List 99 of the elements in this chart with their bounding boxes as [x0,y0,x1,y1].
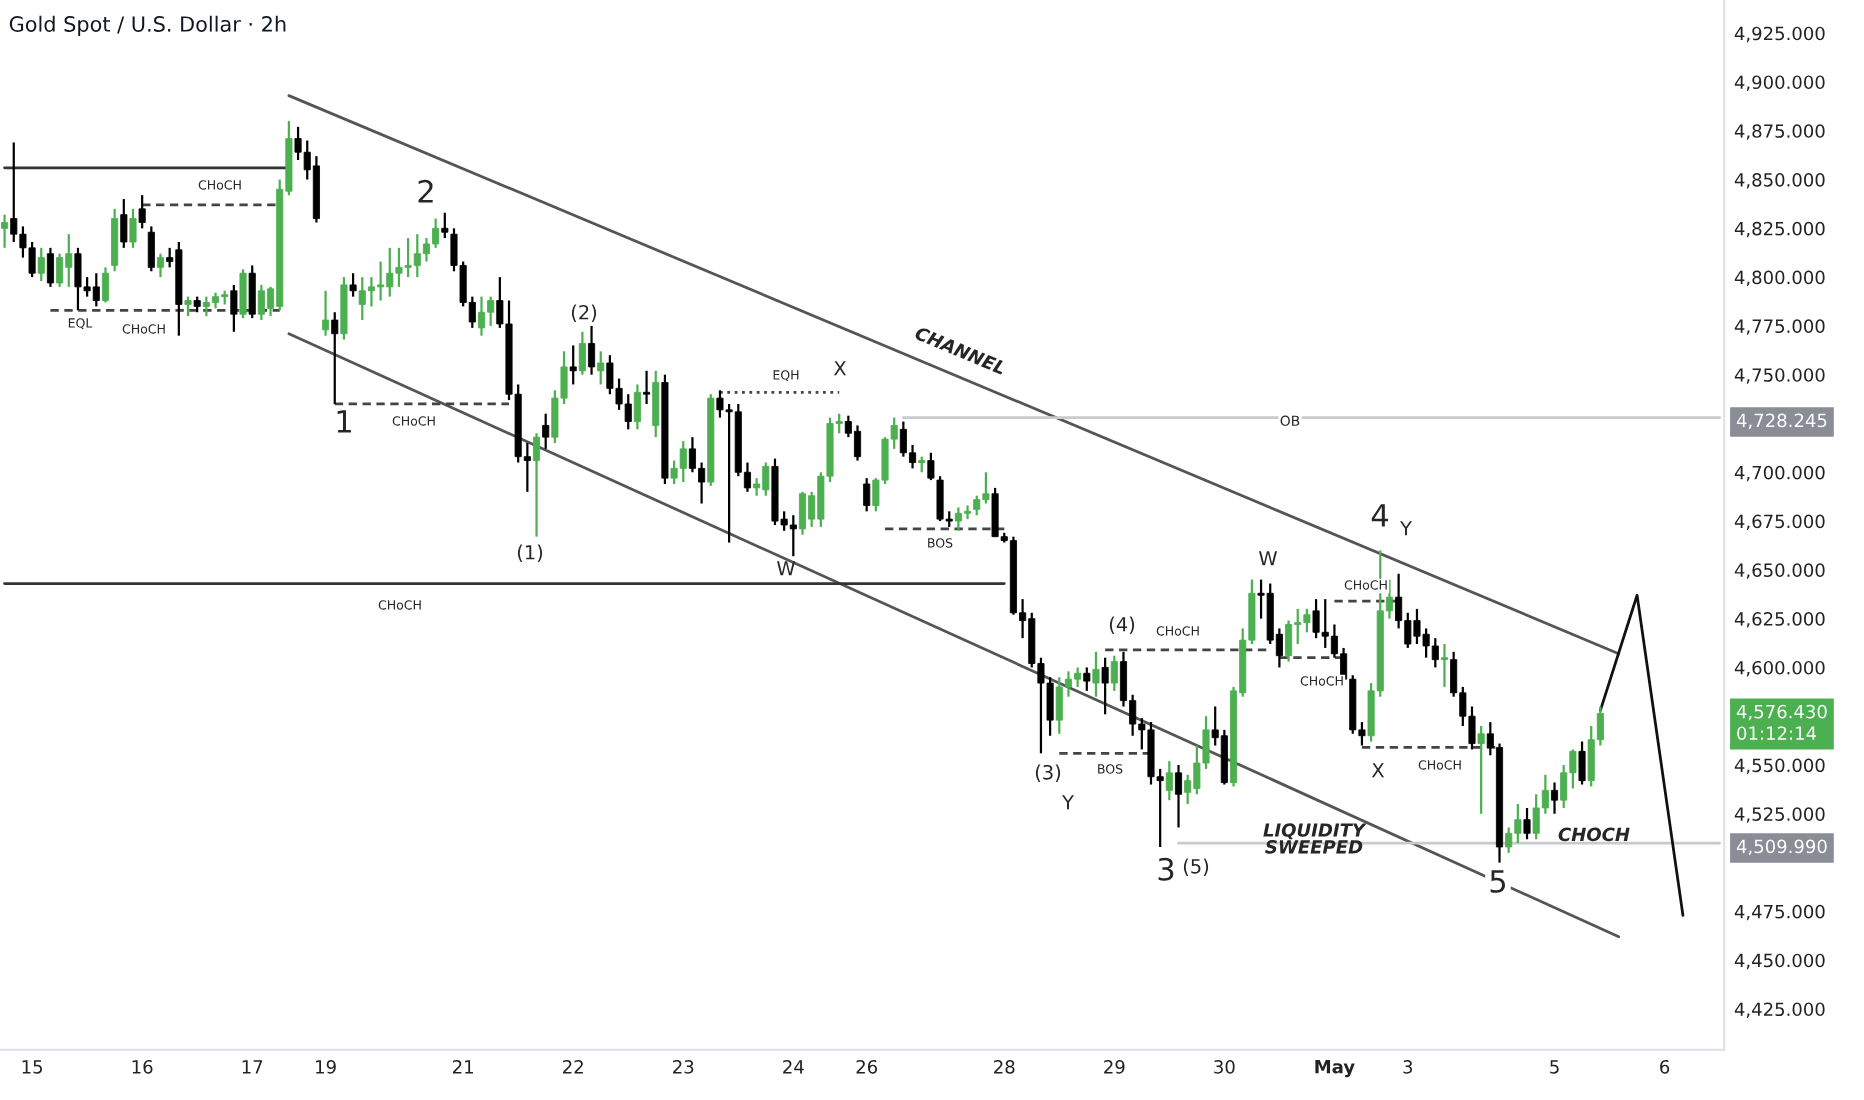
annotation: (2) [571,304,597,322]
annotation: X [833,361,847,376]
x-tick-label: 16 [132,1059,153,1074]
x-tick-label: 24 [783,1059,804,1074]
annotation: 1 [337,410,351,433]
y-tick-label: 4,475.000 [1734,904,1825,921]
candlestick [1083,666,1091,692]
candlestick [578,330,586,376]
text: 4,728.245 [1736,413,1827,430]
candlestick [129,207,137,249]
candlestick [1523,806,1531,841]
candlestick [1477,724,1485,815]
annotation: LIQUIDITY SWEEPED [1263,823,1367,854]
candlestick [542,412,550,450]
annotation: (3) [1035,764,1061,782]
candlestick [863,477,871,513]
y-tick-label: 4,675.000 [1734,514,1825,531]
annotation: 4 [1371,504,1389,527]
candlestick [1578,740,1586,786]
annotation: X [1371,763,1385,778]
x-tick-label: 30 [1214,1059,1235,1074]
candlestick [230,283,238,333]
text: Gold Spot / U.S. Dollar · 2h [9,15,286,36]
annotation: W [1259,551,1277,566]
candlestick [138,194,146,230]
candlestick [652,369,660,439]
y-tick-label: 4,900.000 [1734,75,1825,91]
x-tick-label: 6 [1660,1059,1670,1074]
candlestick [1440,642,1449,689]
candlestick [643,369,651,406]
annotation: (4) [1109,616,1135,634]
x-tick-label: 23 [673,1059,694,1074]
y-tick-label: 4,550.000 [1734,758,1825,774]
candlestick [633,383,641,431]
candlestick [156,252,165,279]
x-tick-label: 5 [1550,1060,1559,1074]
candlestick [184,295,192,318]
y-tick-label: 4,525.000 [1734,807,1825,823]
x-tick-label: 17 [242,1060,263,1074]
y-tick-label: 4,450.000 [1734,953,1825,970]
x-tick-label: 15 [22,1060,43,1074]
candlestick [597,350,605,386]
candlestick [1110,654,1118,692]
candlestick [248,264,256,320]
y-tick-label: 4,850.000 [1734,173,1825,189]
y-tick-label: 4,775.000 [1734,319,1825,335]
candlestick [1550,781,1559,815]
candlestick [853,424,862,462]
y-tick-label: 4,825.000 [1734,221,1825,238]
x-tick-label: 19 [316,1059,336,1074]
annotation: 2 [418,179,433,203]
y-tick-label: 4,625.000 [1734,612,1825,628]
candlestick [532,432,541,538]
candlestick [349,272,357,298]
candlestick [120,197,128,249]
y-tick-label: 4,425.000 [1734,1002,1825,1018]
y-tick-label: 4,925.000 [1734,26,1825,43]
x-tick-label: 29 [1104,1059,1125,1074]
x-tick-label: 28 [994,1059,1015,1074]
annotation: 5 [1490,870,1506,893]
text: 4,509.990 [1736,839,1827,856]
annotation: Y [1400,521,1412,536]
annotation: (5) [1183,858,1209,876]
y-tick-label: 4,700.000 [1734,465,1825,482]
y-tick-label: 4,750.000 [1734,368,1825,384]
x-tick-label: 26 [856,1059,878,1074]
text: 4,576.430 01:12:14 [1736,704,1827,741]
candlestick [927,451,935,482]
annotation: CHOCH [1558,827,1630,842]
candlestick [322,289,330,337]
candlestick [1165,760,1173,802]
candlestick [331,311,339,406]
candlestick [569,344,577,386]
y-tick-label: 4,600.000 [1734,660,1825,677]
candlestick [101,266,110,304]
candlestick [798,490,807,536]
x-tick-label: 21 [452,1059,473,1074]
annotation: Y [1062,795,1074,810]
candlestick [37,246,45,283]
candlestick [1101,656,1109,716]
y-tick-label: 4,875.000 [1734,124,1825,140]
candlestick [239,268,247,320]
candlestick [1092,650,1100,698]
x-tick-label: 22 [563,1059,583,1074]
candlestick [588,324,596,376]
annotation: W [777,561,795,576]
candlestick [46,246,54,288]
candlestick [477,295,486,337]
candlestick [1174,763,1183,829]
annotation: (1) [517,544,543,562]
candlestick [1,213,9,249]
annotation: 3 [1158,857,1174,881]
candlestick [147,225,155,273]
x-tick-label: 3 [1403,1059,1413,1074]
y-tick-label: 4,800.000 [1734,270,1825,287]
y-tick-label: 4,650.000 [1734,563,1825,579]
x-tick-label: May [1315,1060,1355,1078]
candlestick [111,207,119,273]
candlestick [441,211,449,240]
